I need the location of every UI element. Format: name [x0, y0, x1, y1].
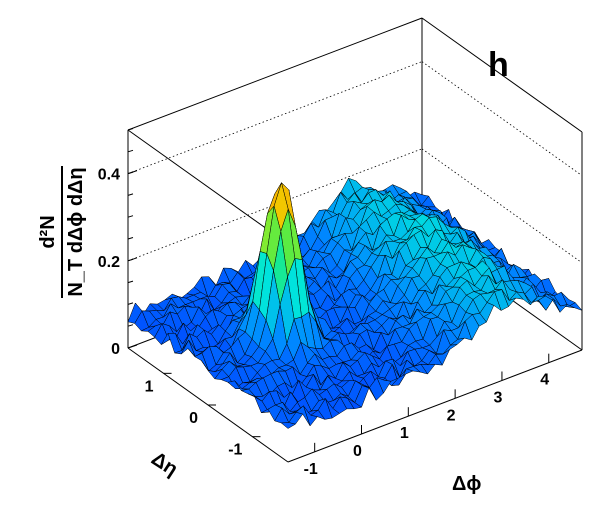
z-minor-tick	[127, 258, 134, 262]
z-axis-title-numerator: d²N	[37, 215, 59, 248]
y-tick-label: -1	[228, 442, 242, 459]
z-minor-tick	[127, 128, 134, 131]
z-tick-label: 0	[111, 341, 120, 358]
z-minor-tick	[127, 171, 134, 175]
y-tick-label: 1	[145, 378, 154, 395]
x-axis-title: Δϕ	[452, 473, 481, 495]
z-tick-label: 0.2	[98, 254, 120, 271]
z-minor-tick	[127, 149, 134, 153]
y-axis-ticks: -1 0 1	[145, 372, 261, 459]
panel-label: h	[488, 46, 509, 84]
x-axis-ticks: -1 0 1 2 3 4	[304, 353, 549, 478]
frame-edge-back-top	[127, 17, 423, 131]
z-minor-tick	[127, 324, 134, 327]
y-axis-title: Δη	[147, 448, 181, 481]
side-wall-gridline	[421, 61, 583, 176]
z-minor-tick	[127, 280, 134, 284]
frame-edge-front-floor	[287, 349, 583, 463]
z-tick-mark	[127, 344, 138, 349]
z-minor-tick	[127, 302, 134, 305]
surface-mesh	[127, 177, 583, 429]
z-axis-ticks: 0 0.2 0.4	[98, 128, 138, 358]
side-wall-gridline	[421, 148, 583, 264]
z-axis-title: d²N N_T dΔϕ dΔη	[37, 166, 87, 298]
frame-edge-right-top	[421, 17, 583, 133]
z-tick-label: 0.4	[98, 167, 120, 184]
back-wall-gridline	[127, 61, 423, 174]
x-tick-label: 4	[540, 372, 549, 389]
x-tick-label: 2	[447, 407, 456, 424]
x-tick-label: -1	[304, 461, 318, 478]
x-tick-label: 0	[353, 443, 362, 460]
x-tick-label: 3	[493, 389, 502, 406]
z-axis-title-denominator: N_T dΔϕ dΔη	[65, 167, 87, 296]
z-minor-tick	[127, 215, 134, 218]
y-tick-label: 0	[189, 410, 198, 427]
surface-cell	[281, 422, 296, 429]
z-minor-tick	[127, 193, 134, 196]
frame-edge-left-top	[127, 129, 289, 245]
z-minor-tick	[127, 237, 134, 240]
x-tick-label: 1	[400, 425, 409, 442]
